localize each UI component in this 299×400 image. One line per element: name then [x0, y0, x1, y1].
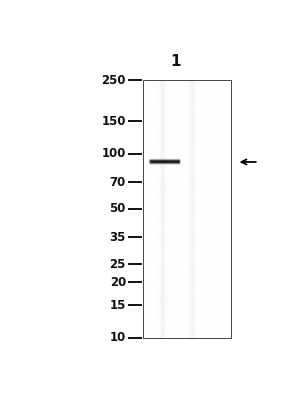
Text: 15: 15 — [109, 299, 126, 312]
Text: 10: 10 — [110, 331, 126, 344]
Text: 70: 70 — [110, 176, 126, 188]
Text: 35: 35 — [109, 231, 126, 244]
Text: 150: 150 — [101, 115, 126, 128]
Text: 250: 250 — [101, 74, 126, 87]
Text: 20: 20 — [110, 276, 126, 289]
Text: 100: 100 — [102, 147, 126, 160]
Text: 25: 25 — [109, 258, 126, 271]
Text: 50: 50 — [109, 202, 126, 216]
Text: 1: 1 — [170, 54, 181, 69]
